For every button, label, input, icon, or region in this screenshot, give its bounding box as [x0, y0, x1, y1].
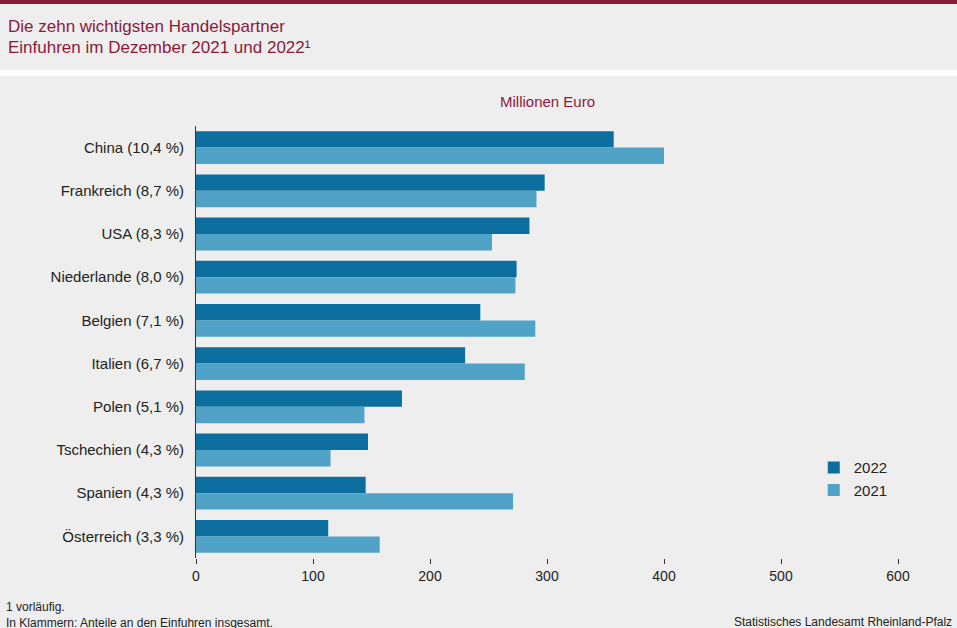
- svg-text:500: 500: [769, 568, 793, 584]
- svg-text:China (10,4 %): China (10,4 %): [84, 139, 184, 156]
- svg-text:Frankreich (8,7 %): Frankreich (8,7 %): [61, 182, 184, 199]
- svg-text:400: 400: [652, 568, 676, 584]
- svg-text:200: 200: [418, 568, 442, 584]
- svg-text:100: 100: [301, 568, 325, 584]
- svg-text:2022: 2022: [854, 459, 887, 476]
- svg-text:Statistisches Landesamt Rheinl: Statistisches Landesamt Rheinland-Pfalz: [734, 615, 952, 628]
- html-text:Die zehn wichtigsten Handelspa: Die zehn wichtigsten Handelspartner: [8, 17, 285, 36]
- svg-text:Tschechien (4,3 %): Tschechien (4,3 %): [56, 441, 184, 458]
- svg-text:Italien (6,7 %): Italien (6,7 %): [91, 355, 184, 372]
- svg-text:1 vorläufig.In Klammern: Antei: 1 vorläufig.In Klammern: Anteile an den …: [6, 600, 273, 628]
- svg-text:Österreich (3,3 %): Österreich (3,3 %): [62, 528, 184, 545]
- svg-text:Millionen Euro: Millionen Euro: [500, 93, 595, 110]
- svg-text:Polen (5,1 %): Polen (5,1 %): [93, 398, 184, 415]
- svg-text:Spanien (4,3 %): Spanien (4,3 %): [76, 484, 184, 501]
- svg-text:300: 300: [535, 568, 559, 584]
- svg-text:0: 0: [192, 568, 200, 584]
- svg-text:USA (8,3 %): USA (8,3 %): [101, 225, 184, 242]
- svg-text:Niederlande (8,0 %): Niederlande (8,0 %): [51, 268, 184, 285]
- svg-text:600: 600: [886, 568, 910, 584]
- svg-text:2021: 2021: [854, 482, 887, 499]
- html-text:Einfuhren im Dezember 2021 und: Einfuhren im Dezember 2021 und 2022¹: [8, 38, 311, 57]
- svg-text:Belgien (7,1 %): Belgien (7,1 %): [81, 312, 184, 329]
